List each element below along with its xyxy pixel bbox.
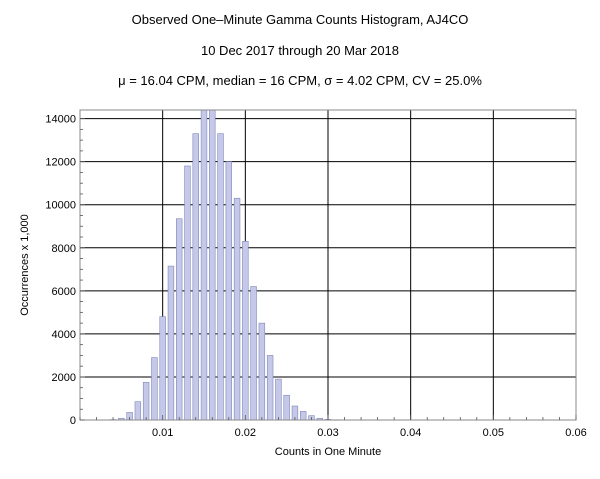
histogram-bar	[184, 165, 191, 421]
x-tick-label: 0.05	[483, 427, 504, 439]
chart-title: Observed One–Minute Gamma Counts Histogr…	[131, 12, 469, 27]
histogram-bar	[217, 133, 224, 421]
histogram-bar	[225, 161, 232, 421]
y-tick-label: 10000	[45, 200, 76, 212]
y-tick-label: 0	[70, 415, 76, 427]
histogram-bar	[151, 357, 158, 421]
x-tick-labels: 0.01 0.02 0.03 0.04 0.05 0.06	[152, 427, 587, 439]
histogram-bar	[242, 241, 249, 421]
x-tick-label: 0.01	[152, 427, 173, 439]
histogram-bar	[250, 286, 257, 421]
x-axis-label: Counts in One Minute	[275, 446, 381, 458]
y-tick-label: 4000	[52, 329, 76, 341]
x-tick-label: 0.02	[235, 427, 256, 439]
histogram-bar	[300, 411, 307, 421]
y-tick-label: 6000	[52, 286, 76, 298]
x-tick-label: 0.03	[317, 427, 338, 439]
histogram-bar	[258, 322, 266, 421]
histogram-bar	[266, 355, 274, 421]
chart-subtitle: 10 Dec 2017 through 20 Mar 2018	[200, 43, 400, 58]
histogram-bar	[142, 382, 150, 421]
bars	[109, 109, 340, 421]
histogram-bar	[275, 378, 282, 421]
x-tick-label: 0.06	[565, 427, 586, 439]
histogram-bar	[167, 265, 175, 421]
x-tick-label: 0.04	[400, 427, 421, 439]
y-tick-label: 2000	[52, 372, 76, 384]
y-tick-label: 8000	[52, 243, 76, 255]
histogram-bar	[134, 401, 142, 421]
y-axis-label: Occurrences x 1,000	[19, 214, 31, 316]
ticks	[79, 118, 577, 421]
y-tick-label: 12000	[45, 157, 76, 169]
histogram-bar	[176, 218, 183, 421]
histogram-bar	[233, 197, 241, 421]
histogram-bar	[159, 316, 166, 421]
histogram-bar	[283, 394, 290, 421]
histogram-bar	[200, 109, 208, 421]
y-tick-labels: 0 2000 4000 6000 8000 10000 12000 14000	[45, 114, 76, 427]
chart-stats-line: μ = 16.04 CPM, median = 16 CPM, σ = 4.02…	[118, 73, 482, 88]
histogram-bar	[192, 133, 199, 421]
histogram-bar	[209, 109, 216, 421]
y-tick-label: 14000	[45, 114, 76, 126]
